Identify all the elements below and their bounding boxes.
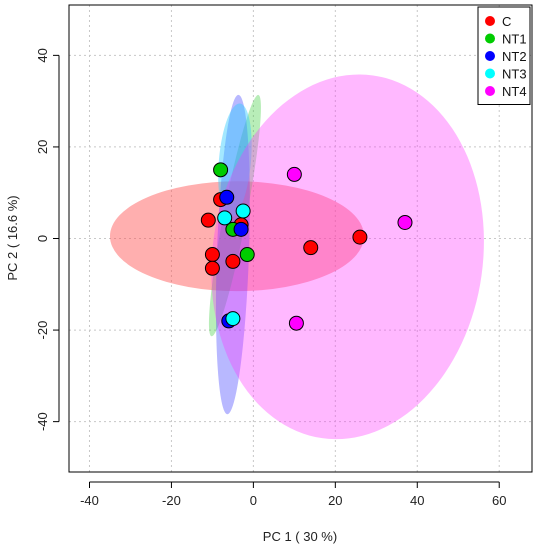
confidence-ellipses bbox=[109, 74, 484, 440]
y-tick-label: 0 bbox=[35, 235, 50, 242]
y-tick-label: -20 bbox=[35, 321, 50, 340]
point-c bbox=[303, 240, 319, 256]
legend-marker-nt4 bbox=[485, 86, 495, 96]
x-tick-label: 40 bbox=[410, 493, 424, 508]
ellipse-nt1 bbox=[208, 94, 261, 337]
legend-label-nt4: NT4 bbox=[502, 84, 527, 99]
legend-label-nt3: NT3 bbox=[502, 67, 527, 82]
grid-lines bbox=[69, 5, 532, 472]
x-tick-label: 60 bbox=[492, 493, 506, 508]
ellipse-nt4 bbox=[211, 74, 484, 440]
x-tick-label: -40 bbox=[80, 493, 99, 508]
legend-marker-nt2 bbox=[485, 51, 495, 61]
legend-label-c: C bbox=[502, 14, 511, 29]
y-axis-title: PC 2 ( 16.6 %) bbox=[5, 195, 20, 280]
point-nt2 bbox=[219, 189, 235, 205]
point-c bbox=[225, 253, 241, 269]
point-nt1 bbox=[213, 162, 229, 178]
data-points bbox=[200, 162, 413, 331]
point-c bbox=[352, 229, 368, 245]
ellipse-c bbox=[109, 181, 365, 292]
plot-frame bbox=[68, 4, 533, 473]
legend-label-nt1: NT1 bbox=[502, 32, 527, 47]
point-c bbox=[204, 260, 220, 276]
x-axis-title: PC 1 ( 30 %) bbox=[263, 529, 337, 544]
point-c bbox=[200, 212, 216, 228]
axes: -40 -20 0 20 40 60 -40 -20 0 20 40 bbox=[35, 48, 506, 508]
legend-marker-nt3 bbox=[485, 68, 495, 79]
point-nt3 bbox=[217, 210, 233, 226]
y-tick-label: 20 bbox=[35, 140, 50, 154]
point-c bbox=[204, 247, 220, 263]
point-nt4 bbox=[397, 214, 413, 230]
point-nt1 bbox=[239, 247, 255, 263]
x-tick-label: 0 bbox=[250, 493, 257, 508]
point-nt3 bbox=[225, 311, 241, 327]
point-nt2 bbox=[233, 221, 249, 237]
point-nt3 bbox=[235, 203, 251, 219]
y-tick-label: 40 bbox=[35, 48, 50, 62]
legend-marker-c bbox=[485, 16, 495, 26]
ellipse-nt3 bbox=[218, 103, 252, 218]
legend: C NT1 NT2 NT3 NT4 bbox=[477, 6, 531, 105]
x-tick-label: -20 bbox=[162, 493, 181, 508]
point-nt4 bbox=[288, 315, 304, 331]
point-nt4 bbox=[286, 166, 302, 182]
legend-marker-nt1 bbox=[485, 33, 495, 44]
y-tick-label: -40 bbox=[35, 412, 50, 431]
x-tick-label: 20 bbox=[328, 493, 342, 508]
legend-label-nt2: NT2 bbox=[502, 49, 527, 64]
